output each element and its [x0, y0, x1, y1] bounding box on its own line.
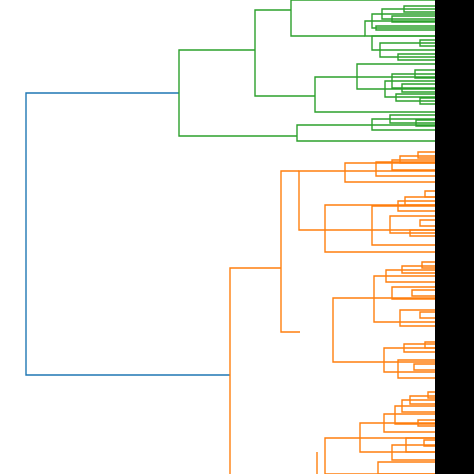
orange-cluster-join [229, 267, 281, 474]
dendrogram-link-40 [411, 289, 435, 297]
orange-upper-join [280, 170, 300, 333]
dendrogram-link-27 [344, 162, 435, 183]
root-link [25, 92, 230, 376]
green-top-link [290, 0, 435, 37]
dendrogram-link-48 [383, 347, 435, 373]
dendrogram-link-25 [391, 159, 435, 171]
dendrogram-link-35 [371, 205, 435, 246]
dendrogram-link-42 [373, 275, 435, 323]
dendrogram-link-61 [324, 437, 435, 474]
dendrogram-link-32 [419, 219, 435, 227]
dendrogram-link-34 [389, 215, 435, 234]
dendrogram-link-57 [423, 439, 435, 447]
dendrogram-link-10 [371, 35, 435, 51]
dendrogram-link-28 [298, 170, 435, 231]
dendrogram-link-55 [394, 405, 435, 425]
dendrogram-link-18 [314, 76, 435, 113]
dendrogram-link-62 [377, 461, 435, 474]
dendrogram-link-51 [427, 391, 435, 399]
dendrogram-link-44 [399, 309, 435, 327]
dendrogram-link-41 [391, 286, 435, 300]
dendrogram-link-50 [397, 359, 435, 379]
dendrogram-link-26 [375, 161, 435, 177]
right-edge-bar [435, 0, 474, 474]
dendrogram-link-23 [417, 151, 435, 159]
dendrogram-link-37 [421, 261, 435, 269]
dendrogram-link-46 [424, 341, 435, 349]
green-branch-join [254, 9, 315, 97]
dendrogram-link-29 [424, 190, 435, 198]
dendrogram-link-36 [324, 204, 435, 253]
dendrogram-link-49 [413, 363, 435, 371]
dendrogram-link-22 [296, 124, 435, 142]
green-cluster-join [178, 49, 297, 137]
dendrogram-link-43 [419, 311, 435, 319]
